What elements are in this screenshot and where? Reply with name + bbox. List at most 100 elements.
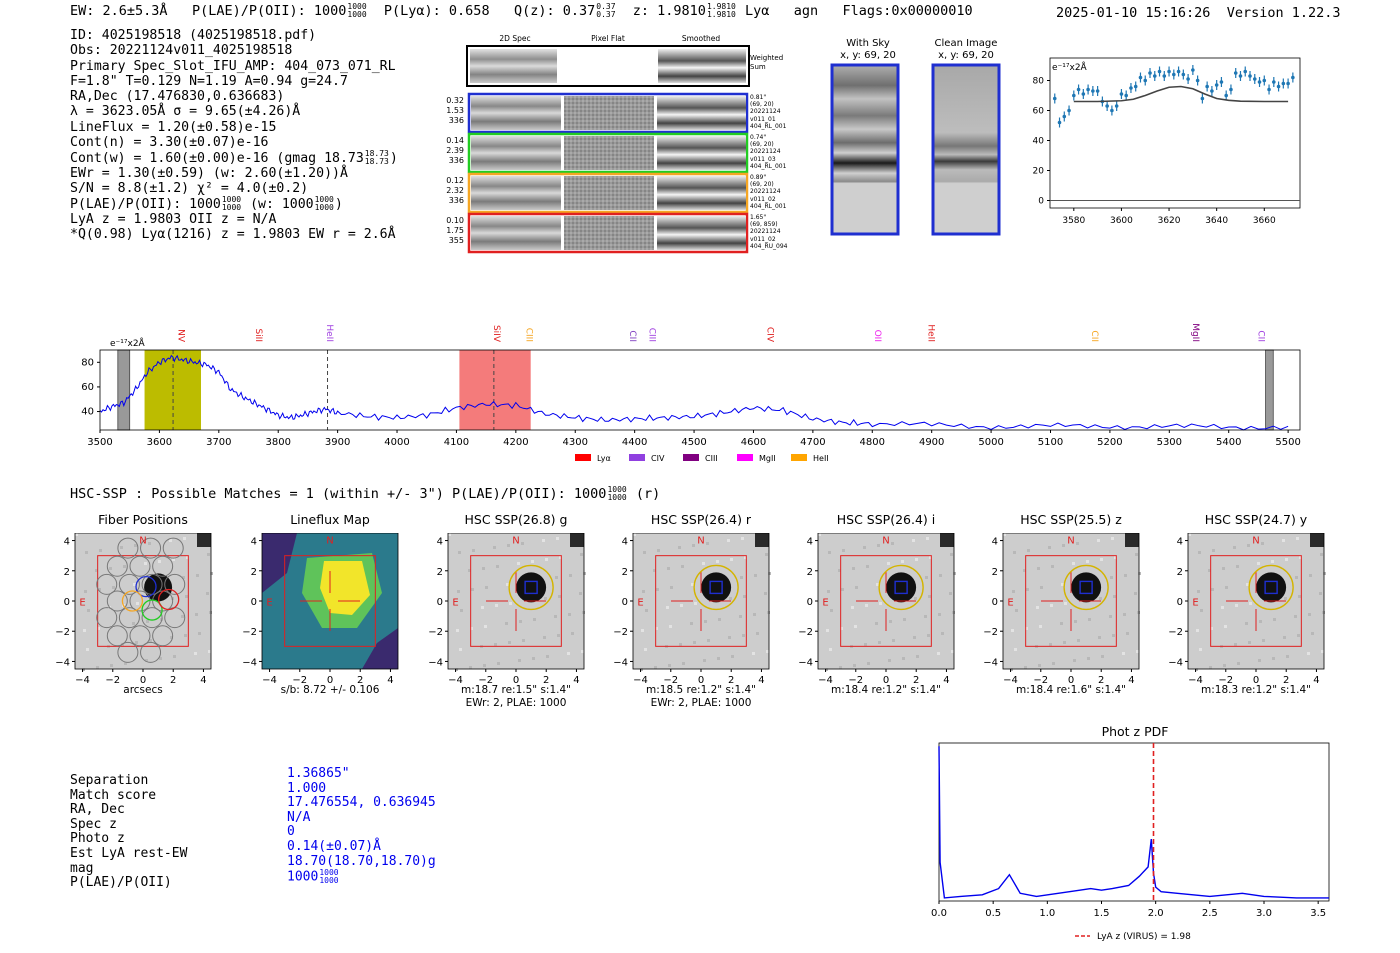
image-noise-pixel [210, 572, 213, 575]
image-noise-pixel [1247, 544, 1250, 547]
panel-x-tick-label: 0 [513, 675, 519, 686]
image-noise-pixel [915, 558, 918, 561]
header-summary: EW: 2.6±5.3Å P(LAE)/P(OII): 10001000 1000… [70, 3, 973, 20]
panel-y-tick-label: 4 [251, 537, 257, 548]
plya-value: P(Lyα): 0.658 [383, 3, 490, 19]
panel-y-tick-label: 0 [251, 597, 257, 608]
image-noise-pixel [1261, 542, 1264, 545]
image-noise-pixel [460, 609, 463, 612]
spectrum-masked-region [1265, 349, 1274, 431]
image-noise-pixel [1135, 553, 1138, 556]
spectrum-line [99, 354, 1289, 431]
neighbor-source [1125, 533, 1139, 547]
image-noise-pixel [653, 569, 656, 572]
panel-x-tick-label: 0 [327, 675, 333, 686]
zoom-x-tick-label: 3580 [1062, 216, 1085, 226]
panel-y-tick-label: 4 [807, 537, 813, 548]
panel-x-tick-label: −4 [633, 675, 648, 686]
spectrum-y-tick-label: 60 [81, 382, 94, 393]
match-value: 0.14(±0.07)Å [287, 838, 381, 854]
stamp-images [830, 63, 1001, 236]
image-noise-pixel [668, 664, 671, 667]
image-noise-pixel [455, 668, 458, 671]
photz-axes-frame [938, 742, 1330, 902]
image-noise-pixel [582, 611, 585, 614]
spectrum-x-tick-label: 4500 [681, 437, 706, 448]
image-noise-pixel [1196, 629, 1199, 632]
zoom-x-tick-label: 3640 [1205, 216, 1228, 226]
image-noise-pixel [85, 551, 88, 554]
panel-x-tick-label: −2 [105, 675, 120, 686]
image-noise-pixel [1259, 620, 1262, 623]
image-panel-caption: m:18.4 re:1.6" s:1.4" [1016, 684, 1126, 696]
cutout-row-meta: 0.81" (69, 20) 20221124 v011_01 404_RL_001 [750, 94, 787, 130]
image-noise-pixel [852, 567, 855, 570]
z-value: z: 1.9810 [632, 3, 706, 19]
image-panel-title: HSC SSP(26.4) r [650, 512, 752, 527]
panel-x-tick-label: 4 [387, 675, 393, 686]
image-noise-pixel [716, 560, 719, 563]
panel-x-tick-label: 2 [170, 675, 176, 686]
image-noise-pixel [208, 650, 211, 653]
image-noise-pixel [186, 556, 189, 559]
image-noise-pixel [914, 597, 917, 600]
panel-y-tick-label: 4 [437, 537, 443, 548]
image-noise-pixel [82, 668, 85, 671]
image-noise-pixel [470, 627, 473, 630]
image-noise-pixel [1062, 544, 1065, 547]
zoom-data-point [1210, 89, 1214, 93]
image-noise-pixel [830, 609, 833, 612]
match-values: 1.36865" 1.000 17.476554, 0.636945 N/A 0… [287, 766, 436, 885]
panel-x-tick-label: 0 [140, 675, 146, 686]
image-noise-pixel [158, 560, 161, 563]
image-noise-pixel [1074, 620, 1077, 623]
image-noise-pixel [743, 595, 746, 598]
image-panel-title: HSC SSP(25.5) z [1020, 512, 1122, 527]
spectral-line-label: CIII [647, 328, 657, 342]
east-label: E [1192, 598, 1198, 609]
image-noise-pixel [655, 627, 658, 630]
image-noise-pixel [546, 655, 549, 658]
line-id: Lyα [744, 3, 770, 19]
zoom-data-point [1286, 81, 1290, 86]
image-noise-pixel [159, 657, 162, 660]
lineflux-low-region [362, 628, 398, 669]
image-noise-pixel [507, 544, 510, 547]
zoom-data-point [1114, 104, 1119, 108]
search-box [655, 555, 747, 647]
fiber-circle [129, 590, 151, 612]
image-noise-pixel [1236, 565, 1239, 568]
panel-y-tick-label: −2 [428, 627, 443, 638]
spectrum-x-tick-label: 4800 [860, 437, 885, 448]
photz-pdf-plot: 0.0 0.5 1.0 1.5 2.0 2.5 3.0 3.5 LyA z (VIRUS) = … [931, 742, 1330, 942]
match-labels: Separation Match score RA, Dec Spec z Ph… [70, 773, 187, 891]
zoom-data-point [1105, 104, 1109, 108]
detection-info: ID: 4025198518 (4025198518.pdf) Obs: 202… [70, 28, 398, 242]
aperture-ellipse [1063, 564, 1109, 611]
zoom-data-point [1172, 72, 1176, 77]
zoom-data-point [1067, 108, 1071, 113]
panel-y-tick-label: 0 [992, 597, 998, 608]
panel-y-tick-label: 4 [1177, 537, 1183, 548]
image-noise-pixel [1295, 576, 1298, 579]
image-panel-title: HSC SSP(26.4) i [836, 512, 936, 527]
zoom-data-point [1281, 81, 1286, 86]
image-noise-pixel [1309, 574, 1312, 577]
image-noise-pixel [120, 546, 123, 549]
cutout-row-stats: 0.12 2.32 336 [446, 176, 464, 205]
zoom-data-point [1091, 89, 1095, 93]
image-noise-pixel [133, 583, 136, 586]
selected-fiber-circle [121, 590, 144, 612]
panel-y-tick-label: −4 [1168, 657, 1183, 668]
image-noise-pixel [483, 664, 486, 667]
zoom-data-point [1057, 120, 1062, 125]
image-noise-pixel [1063, 641, 1066, 644]
spectrum-y-tick-label: 40 [81, 407, 94, 418]
cutout-row-stats: 0.14 2.39 336 [446, 136, 464, 165]
spectrum-x-tick-label: 5500 [1275, 437, 1300, 448]
zoom-data-point [1129, 86, 1133, 90]
search-box [1210, 555, 1302, 647]
image-background [1188, 533, 1324, 669]
image-noise-pixel [1114, 556, 1117, 559]
cutout-row-meta: 0.74" (69, 20) 20221124 v011_03 404_RL_001 [750, 134, 787, 170]
